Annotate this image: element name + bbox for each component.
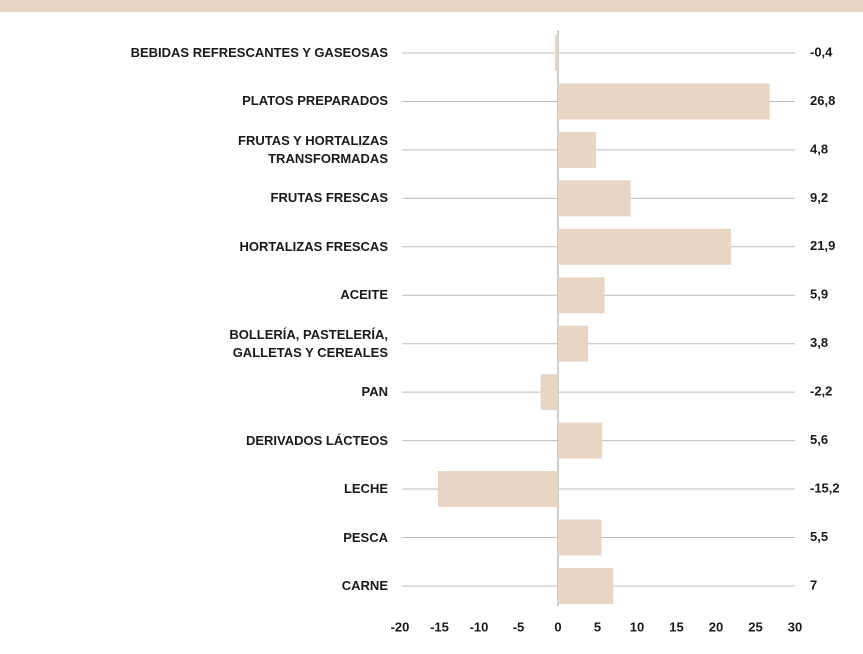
category-label: FRUTAS Y HORTALIZAS TRANSFORMADAS <box>238 132 388 166</box>
value-label: -0,4 <box>810 44 833 59</box>
category-label: LECHE <box>343 481 388 497</box>
x-tick-label: -20 <box>391 619 410 634</box>
x-tick-label: 20 <box>709 619 723 634</box>
x-tick-label: -5 <box>513 619 525 634</box>
value-label: -2,2 <box>810 384 832 399</box>
value-label: 5,9 <box>810 287 828 302</box>
bar <box>554 35 558 71</box>
value-label: 5,6 <box>810 432 828 447</box>
x-tick-label: -15 <box>430 619 449 634</box>
category-label: FRUTAS FRESCAS <box>270 190 388 206</box>
x-tick-label: -10 <box>470 619 489 634</box>
bar <box>558 277 605 314</box>
bar <box>558 83 770 120</box>
value-label: 4,8 <box>810 141 828 156</box>
category-label: BEBIDAS REFRESCANTES Y GASEOSAS <box>130 45 388 60</box>
value-label: 3,8 <box>810 335 828 350</box>
bar <box>558 519 602 556</box>
category-label: HORTALIZAS FRESCAS <box>239 238 388 254</box>
x-tick-label: 25 <box>748 619 762 634</box>
category-label: ACEITE <box>340 287 388 303</box>
x-tick-label: 15 <box>669 619 683 634</box>
value-label: 7 <box>810 577 817 592</box>
bar <box>437 471 558 508</box>
category-label: CARNE <box>341 577 388 593</box>
bar <box>558 567 614 604</box>
category-label: PESCA <box>343 529 388 545</box>
value-label: 26,8 <box>810 93 835 108</box>
bar <box>558 131 596 168</box>
x-tick-label: 0 <box>554 619 561 634</box>
category-label: DERIVADOS LÁCTEOS <box>245 432 388 448</box>
value-label: 5,5 <box>810 529 828 544</box>
category-label: PLATOS PREPARADOS <box>242 93 388 109</box>
bar <box>558 325 589 362</box>
x-tick-label: 10 <box>630 619 644 634</box>
value-label: 9,2 <box>810 190 828 205</box>
bar <box>558 180 631 217</box>
bar <box>540 374 558 411</box>
header-band <box>0 0 863 12</box>
x-tick-label: 30 <box>788 619 802 634</box>
value-label: 21,9 <box>810 238 835 253</box>
value-label: -15,2 <box>810 480 840 495</box>
bar <box>558 228 732 265</box>
bar <box>558 422 603 459</box>
x-tick-label: 5 <box>594 619 601 634</box>
category-label: PAN <box>361 384 388 400</box>
category-label: BOLLERÍA, PASTELERÍA, GALLETAS Y CEREALE… <box>229 326 388 360</box>
